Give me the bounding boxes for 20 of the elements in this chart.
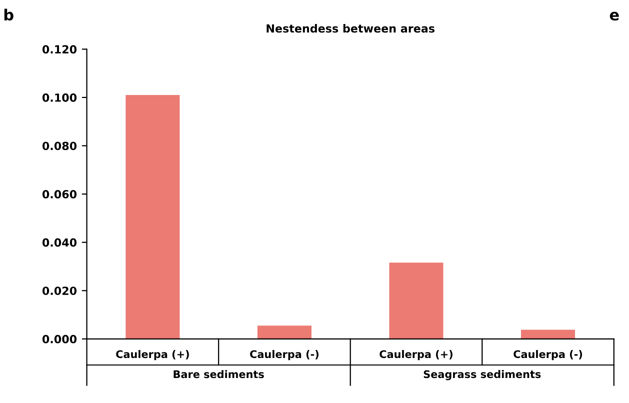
y-tick-label: 0.020 xyxy=(42,286,77,296)
y-tick-label: 0.120 xyxy=(42,45,77,54)
text: b xyxy=(4,8,14,21)
bar xyxy=(126,95,180,339)
x-tick-label: Caulerpa (-) xyxy=(514,350,582,360)
y-tick-label: 0.040 xyxy=(42,238,77,247)
x-tick-label: Caulerpa (+) xyxy=(116,350,189,360)
x-tick-label: Caulerpa (-) xyxy=(250,350,318,360)
text: Bare sediments xyxy=(174,370,264,378)
bar xyxy=(257,326,312,339)
y-tick-label: 0.060 xyxy=(42,190,77,198)
y-tick-label: 0.000 xyxy=(42,334,77,344)
x-tick-label: Caulerpa (+) xyxy=(380,350,452,360)
bar xyxy=(521,330,576,339)
y-tick-label: 0.100 xyxy=(42,93,77,102)
chart-title: Nestendess between areas xyxy=(266,24,434,33)
text: e xyxy=(610,12,619,21)
bar xyxy=(389,262,444,339)
y-tick-label: 0.080 xyxy=(42,142,77,150)
text: Seagrass sediments xyxy=(424,370,541,380)
